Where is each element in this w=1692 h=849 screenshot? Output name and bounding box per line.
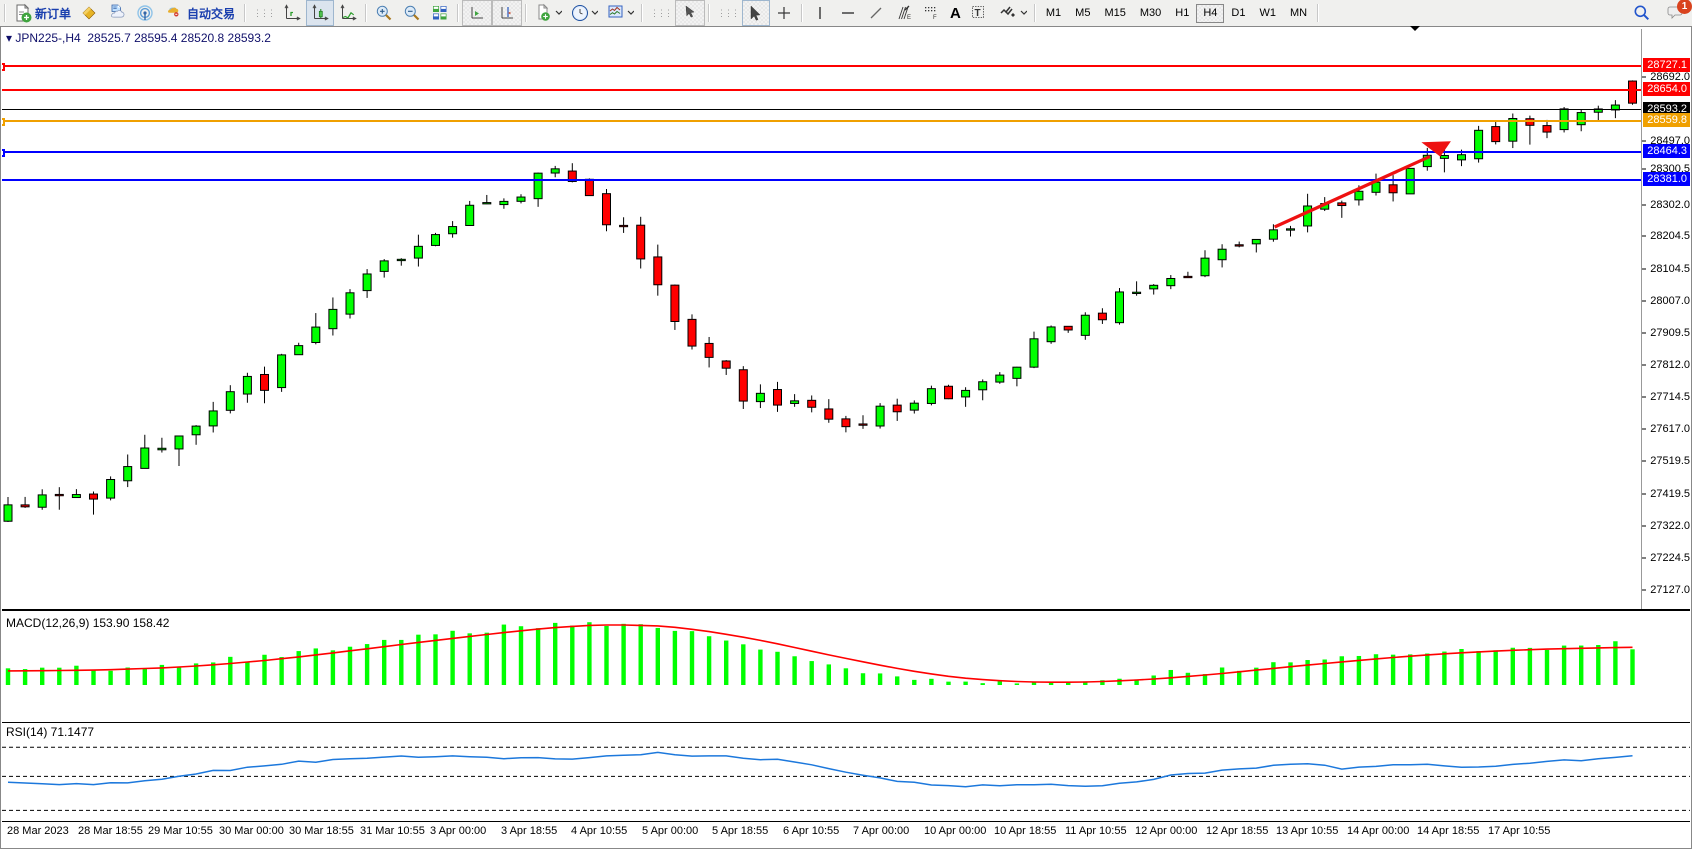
svg-text:T: T <box>974 8 980 19</box>
svg-text:F: F <box>933 15 937 21</box>
svg-text:E: E <box>907 15 911 21</box>
